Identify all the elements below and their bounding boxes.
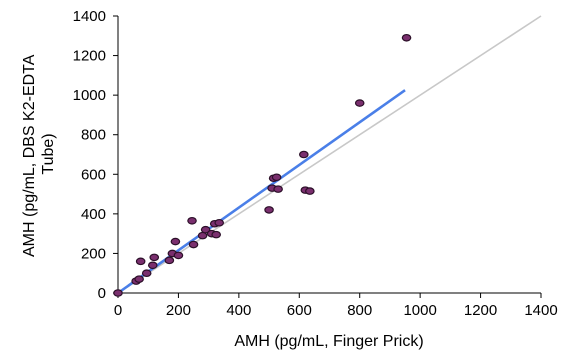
- y-tick-label: 1400: [73, 8, 106, 25]
- x-tick-label: 200: [166, 302, 191, 319]
- y-tick-label: 800: [81, 127, 106, 144]
- data-point: [188, 240, 199, 249]
- x-tick-label: 600: [287, 302, 312, 319]
- x-tick-label: 1400: [524, 302, 557, 319]
- data-point: [264, 206, 274, 214]
- y-tick-label: 600: [81, 166, 106, 183]
- data-point: [271, 173, 282, 182]
- data-point: [135, 257, 146, 266]
- y-axis-title-line-2: Tube): [40, 133, 57, 174]
- data-point: [401, 33, 412, 42]
- data-point: [200, 225, 211, 234]
- y-tick-label: 1200: [73, 48, 106, 65]
- y-tick-label: 1000: [73, 87, 106, 104]
- identity-line: [117, 15, 542, 294]
- x-tick-label: 800: [347, 302, 372, 319]
- y-axis-title-line-1: AMH (pg/mL, DBS K2-EDTA: [21, 54, 38, 257]
- x-axis: 0 200 400 600 800 1000 1200 1400: [114, 292, 558, 319]
- x-tick-label: 1000: [403, 302, 436, 319]
- data-point: [214, 218, 225, 227]
- data-point: [211, 230, 221, 239]
- data-point: [187, 216, 197, 225]
- data-point: [164, 256, 175, 265]
- x-tick-label: 0: [114, 302, 122, 319]
- data-point: [354, 99, 365, 107]
- data-point: [149, 253, 160, 262]
- data-point: [273, 185, 283, 193]
- data-point: [147, 261, 158, 270]
- x-axis-title: AMH (pg/mL, Finger Prick): [234, 333, 423, 350]
- fit-line: [117, 89, 406, 295]
- y-tick-label: 400: [81, 206, 106, 223]
- data-point: [170, 237, 181, 246]
- y-tick-label: 0: [98, 285, 106, 302]
- data-point: [299, 150, 309, 159]
- identity-line-layer: [117, 15, 542, 294]
- data-point: [134, 275, 144, 283]
- data-point: [305, 187, 315, 195]
- y-tick-label: 200: [81, 245, 106, 262]
- x-tick-label: 1200: [464, 302, 497, 319]
- data-point: [113, 289, 123, 297]
- fit-line-layer: [117, 89, 406, 295]
- points-layer: [113, 33, 412, 297]
- y-axis: 0 200 400 600 800 1000 1200 1400: [73, 8, 119, 302]
- x-tick-label: 400: [226, 302, 251, 319]
- data-point: [141, 269, 152, 278]
- y-axis-title: AMH (pg/mL, DBS K2-EDTA Tube): [21, 51, 57, 257]
- data-point: [173, 251, 184, 260]
